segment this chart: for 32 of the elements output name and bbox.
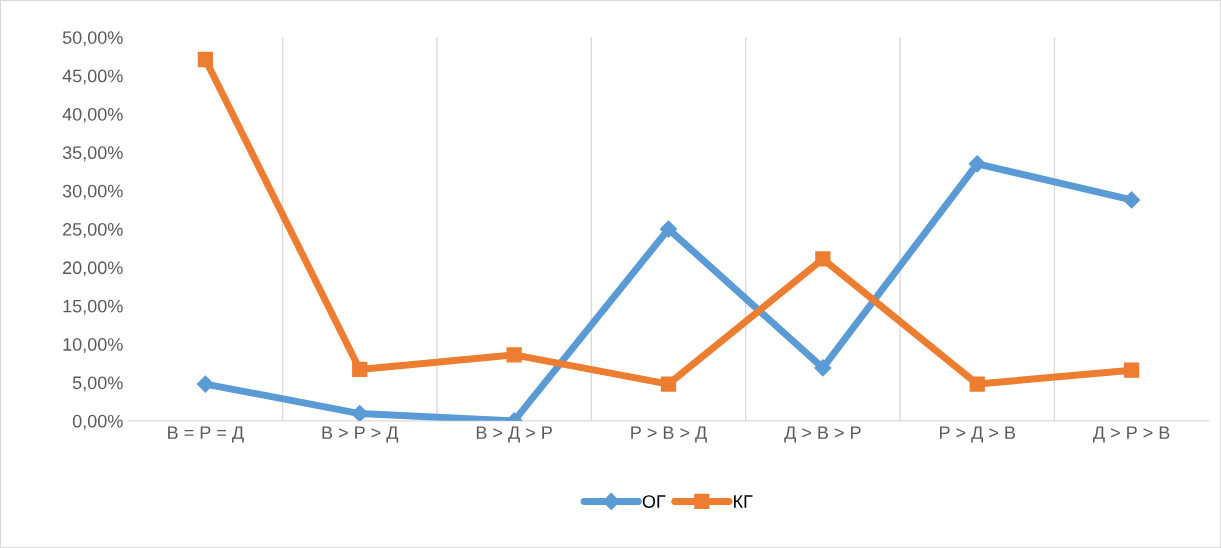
point [1123, 362, 1140, 378]
point [1123, 191, 1141, 209]
x-tick-label: Р > В > Д [631, 426, 707, 443]
y-tick-label: 0,00% [72, 414, 123, 430]
y-tick-label: 50,00% [62, 31, 123, 47]
y-tick-label: 25,00% [63, 223, 123, 238]
point [506, 347, 522, 363]
x-tick-label: В > Р > Д [322, 426, 399, 443]
y-tick-label: 10,00% [63, 338, 123, 353]
y-tick-label: 45,00% [62, 69, 123, 85]
x-tick-label: Д > Р > В [1093, 426, 1170, 443]
point [659, 220, 678, 238]
x-tick-label: В = Р = Д [168, 426, 244, 443]
y-tick-label: 40,00% [62, 107, 123, 123]
y-tick-label: 5,00% [72, 376, 123, 392]
point [968, 155, 986, 173]
point [352, 361, 368, 378]
legend-label: ОГ [642, 495, 666, 508]
y-tick-label: 15,00% [63, 299, 123, 315]
point [660, 376, 677, 392]
point [969, 376, 985, 392]
y-tick-label: 30,00% [62, 184, 123, 200]
x-tick-label: Д > В > Р [784, 426, 861, 443]
point [197, 51, 214, 68]
y-tick-label: 35,00% [62, 146, 123, 162]
point [814, 359, 832, 377]
x-tick-label: Р > Д > В [939, 426, 1016, 443]
y-tick-label: 20,00% [63, 261, 123, 277]
point [196, 375, 214, 393]
x-tick-label: В > Д > Р [476, 426, 552, 443]
legend-label: КГ [734, 495, 753, 508]
point [815, 251, 831, 267]
